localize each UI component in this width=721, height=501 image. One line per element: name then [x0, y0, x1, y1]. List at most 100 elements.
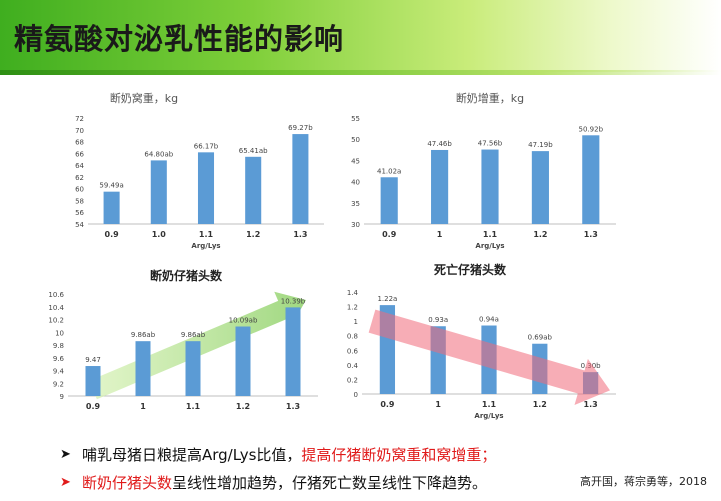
y-tick-label: 30: [351, 221, 360, 229]
x-tick-label: 1.3: [293, 230, 307, 239]
chart-dead-piglets-count: 死亡仔猪头数 0 0.2 0.4 0.6 0.8 1 1.2 1.4 1.22a 0.9 0.93a 1…: [340, 258, 630, 426]
bar-data-label: 10.39b: [281, 297, 306, 305]
bullet-arrow-icon: ➤: [60, 474, 71, 490]
x-tick-label: 0.9: [105, 230, 120, 239]
citation: 高开国，蒋宗勇等，2018: [580, 475, 707, 488]
y-tick-label: 9.2: [53, 380, 64, 388]
bar-data-label: 10.09ab: [229, 317, 258, 325]
y-tick-label: 70: [75, 127, 84, 135]
bar-data-label: 47.46b: [427, 140, 452, 148]
y-tick-label: 0.6: [347, 347, 359, 355]
y-tick-label: 9.6: [53, 355, 65, 363]
bar-data-label: 41.02a: [377, 167, 401, 175]
conclusion-item-2-part-1: 断奶仔猪头数: [82, 473, 173, 492]
x-tick-label: 1.2: [533, 400, 547, 409]
y-tick-label: 0.2: [347, 376, 358, 384]
y-tick-label: 50: [351, 136, 360, 144]
chart-title: 断奶增重，kg: [456, 91, 524, 105]
header-banner: [0, 0, 721, 72]
trend-arrow-down: [368, 309, 610, 406]
y-tick-label: 10.2: [48, 317, 64, 325]
bar-data-label: 47.56b: [478, 140, 503, 148]
x-tick-label: 1.1: [199, 230, 214, 239]
conclusion-item-1-part-2: 提高仔猪断奶窝重和窝增重；: [301, 445, 497, 464]
y-tick-label: 60: [75, 186, 84, 194]
chart-bar: [285, 307, 301, 396]
y-tick-label: 62: [75, 174, 84, 182]
bar-data-label: 1.22a: [377, 295, 397, 303]
chart-bar: [235, 326, 251, 396]
header-divider: [0, 70, 721, 75]
y-tick-label: 1.2: [347, 304, 358, 312]
conclusion-item-2: ➤ 断奶仔猪头数 呈线性增加趋势，仔猪死亡数呈线性下降趋势。: [60, 468, 700, 496]
y-tick-label: 10: [55, 329, 64, 337]
bar-data-label: 0.93a: [428, 316, 448, 324]
y-tick-label: 40: [351, 179, 360, 187]
chart-bar: [150, 160, 167, 224]
bar-data-label: 64.80ab: [144, 150, 173, 158]
y-tick-label: 66: [75, 150, 84, 158]
chart-svg: 断奶仔猪头数 9 9.2 9.4 9.6 9.8 10 10.2 10.4 10.6 9.47 0.9…: [48, 268, 318, 411]
chart-bar: [85, 366, 101, 396]
x-tick-label: 1.3: [584, 400, 598, 409]
chart-bar: [197, 152, 215, 224]
x-tick-label: 1.2: [533, 230, 547, 239]
x-tick-label: 0.9: [86, 402, 101, 411]
y-tick-label: 68: [75, 139, 84, 147]
x-tick-label: 1: [437, 230, 443, 239]
chart-bar: [185, 341, 201, 396]
bar-data-label: 9.86ab: [181, 331, 206, 339]
chart-weaned-piglets-count: 断奶仔猪头数 9 9.2 9.4 9.6 9.8 10 10.2 10.4 10.6 9.47 0.9…: [36, 264, 332, 428]
bar-data-label: 9.47: [85, 356, 101, 364]
x-axis-label: Arg/Lys: [474, 412, 503, 420]
x-tick-label: 1.3: [286, 402, 300, 411]
y-tick-label: 10.4: [48, 304, 64, 312]
chart-bar: [103, 191, 120, 224]
chart-bar: [380, 177, 398, 224]
bar-data-label: 66.17b: [194, 142, 219, 150]
chart-bar: [582, 135, 600, 224]
x-tick-label: 1.2: [246, 230, 260, 239]
x-axis-label: Arg/Lys: [475, 242, 504, 250]
chart-bar: [245, 156, 262, 224]
chart-bar: [531, 151, 549, 224]
y-tick-label: 55: [351, 115, 360, 123]
bullet-arrow-icon: ➤: [60, 446, 71, 462]
chart-svg: 断奶窝重，kg 54 56 58 60 62 64 66 68 70 72 59.49a 0.9 64.8…: [75, 91, 324, 250]
y-tick-label: 9.4: [53, 368, 65, 376]
x-axis-label: Arg/Lys: [191, 242, 220, 250]
bar-data-label: 69.27b: [288, 124, 313, 132]
bar-data-label: 0.69ab: [528, 334, 553, 342]
y-tick-label: 0.4: [347, 362, 359, 370]
y-tick-label: 0.8: [347, 333, 358, 341]
bar-data-label: 47.19b: [528, 141, 553, 149]
y-tick-label: 9: [60, 393, 64, 401]
conclusion-list: ➤ 哺乳母猪日粮提高Arg/Lys比值， 提高仔猪断奶窝重和窝增重； ➤ 断奶仔…: [60, 440, 700, 496]
chart-bar: [481, 149, 499, 224]
conclusion-item-1-part-1: 哺乳母猪日粮提高Arg/Lys比值，: [82, 445, 302, 464]
x-tick-label: 0.9: [380, 400, 395, 409]
bar-data-label: 0.94a: [479, 316, 499, 324]
chart-bar: [431, 149, 449, 224]
y-tick-label: 72: [75, 115, 84, 123]
x-tick-label: 1: [435, 400, 441, 409]
x-tick-label: 1.1: [483, 230, 498, 239]
x-tick-label: 1.1: [482, 400, 497, 409]
conclusion-item-2-part-2: 呈线性增加趋势，仔猪死亡数呈线性下降趋势。: [172, 473, 488, 492]
chart-title: 死亡仔猪头数: [434, 262, 507, 277]
y-tick-label: 1: [354, 318, 358, 326]
chart-title: 断奶窝重，kg: [110, 91, 178, 105]
y-tick-label: 45: [351, 157, 360, 165]
conclusion-item-1: ➤ 哺乳母猪日粮提高Arg/Lys比值， 提高仔猪断奶窝重和窝增重；: [60, 440, 700, 468]
chart-svg: 断奶增重，kg 30 35 40 45 50 55 41.02a 0.9 47.46b 1 47.56…: [351, 91, 616, 250]
chart-bar: [292, 134, 309, 224]
chart-svg: 死亡仔猪头数 0 0.2 0.4 0.6 0.8 1 1.2 1.4 1.22a 0.9 0.93a 1…: [347, 262, 616, 420]
x-tick-label: 0.9: [382, 230, 397, 239]
x-tick-label: 1.1: [186, 402, 201, 411]
bar-data-label: 65.41ab: [239, 147, 268, 155]
y-tick-label: 35: [351, 200, 360, 208]
bar-data-label: 50.92b: [579, 125, 604, 133]
y-tick-label: 9.8: [53, 342, 64, 350]
y-tick-label: 58: [75, 197, 84, 205]
x-tick-label: 1.0: [152, 230, 167, 239]
